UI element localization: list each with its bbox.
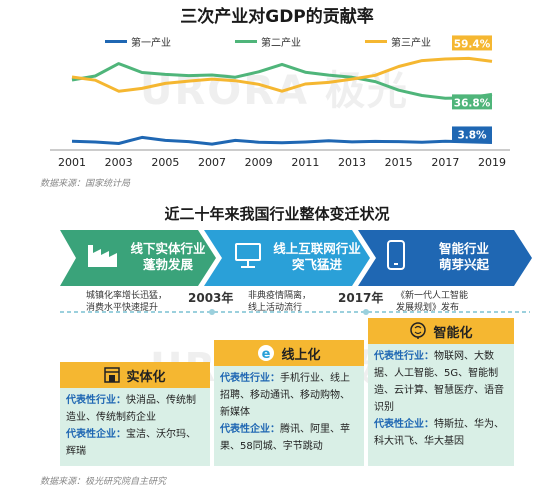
card-physical-header: 实体化 (60, 362, 210, 388)
card-online-header: e 线上化 (214, 340, 364, 366)
section-title: 近二十年来我国行业整体变迁状况 (164, 205, 390, 223)
industry-text: 物联网、大数据、人工智能、5G、智能制造、云计算、智慧医疗、语音识别 (374, 351, 504, 413)
data-label-text: 3.8% (457, 129, 487, 141)
brain-icon (410, 322, 427, 339)
series-line-3 (71, 56, 493, 93)
card-physical-body: 代表性行业：快消品、传统制造业、传统制药企业 代表性企业：宝洁、沃尔玛、辉瑞 (60, 388, 210, 466)
series-line-2 (71, 62, 493, 100)
stage-online-label: 线上互联网行业 突飞猛进 (264, 241, 370, 273)
industry-label: 代表性行业： (220, 373, 280, 384)
company-label: 代表性企业： (66, 429, 126, 440)
data-label-text: 59.4% (454, 38, 491, 50)
stage-intelligent-label: 智能行业 萌芽兴起 (416, 241, 512, 273)
note-line2: 消费水平快速提升 (86, 303, 159, 313)
x-tick-label: 2013 (338, 156, 366, 169)
stage-arrows (60, 230, 532, 286)
data-label: 36.8% (452, 94, 492, 110)
data-label: 59.4% (452, 35, 492, 51)
industry-label: 代表性行业： (374, 351, 434, 362)
year-2017: 2017年 (338, 291, 384, 305)
legend-item-primary: 第一产业 (105, 34, 171, 49)
stage-line2: 突飞猛进 (291, 257, 342, 272)
company-label: 代表性企业： (374, 419, 434, 430)
stage-line1: 线上互联网行业 (273, 241, 361, 256)
ie-browser-icon: e (258, 345, 275, 362)
factory-icon (88, 245, 117, 267)
year-2003: 2003年 (188, 291, 234, 305)
card-intelligent-header: 智能化 (368, 318, 514, 344)
data-label-bg (452, 35, 492, 51)
stage-arrow-intelligent (358, 230, 532, 286)
company-text: 宝洁、沃尔玛、辉瑞 (66, 429, 196, 457)
x-tick-label: 2003 (105, 156, 133, 169)
x-tick-label: 2011 (291, 156, 319, 169)
company-text: 腾讯、阿里、苹果、58同城、字节跳动 (220, 424, 350, 452)
stage-line1: 智能行业 (438, 241, 489, 256)
card-title: 智能化 (433, 325, 473, 341)
section-source: 数据来源：极光研究院自主研究 (40, 477, 167, 487)
company-text: 特斯拉、华为、科大讯飞、华大基因 (374, 419, 504, 447)
company-label: 代表性企业： (220, 424, 280, 435)
stage-line2: 蓬勃发展 (142, 257, 193, 272)
note-line1: 非典疫情隔离， (248, 291, 312, 301)
card-online-body: 代表性行业：手机行业、线上招聘、移动通讯、移动购物、新媒体 代表性企业：腾讯、阿… (214, 366, 364, 466)
note-line1: 《新一代人工智能 (396, 291, 469, 301)
chart-title: 三次产业对GDP的贡献率 (180, 7, 374, 27)
note-ai-plan: 《新一代人工智能 发展规划》发布 (396, 290, 468, 314)
legend-label: 第二产业 (261, 38, 301, 49)
phone-icon (387, 240, 405, 270)
legend-item-tertiary: 第三产业 (365, 34, 431, 49)
x-tick-label: 2007 (198, 156, 226, 169)
note-sars: 非典疫情隔离， 线上活动流行 (248, 290, 311, 314)
legend-swatch (235, 40, 257, 43)
x-tick-label: 2017 (431, 156, 459, 169)
data-label-text: 36.8% (454, 97, 491, 109)
x-tick-label: 2001 (58, 156, 86, 169)
data-label: 3.8% (452, 126, 492, 142)
data-label-bg (452, 126, 492, 142)
legend-swatch (105, 40, 127, 43)
legend-label: 第一产业 (131, 38, 171, 49)
industry-text: 快消品、传统制造业、传统制药企业 (66, 395, 196, 423)
note-line1: 城镇化率增长迅猛， (86, 291, 168, 301)
series-line-1 (71, 135, 493, 146)
legend-swatch (365, 40, 387, 43)
stage-line1: 线下实体行业 (130, 241, 206, 256)
svg-text:e: e (262, 347, 271, 362)
industry-label: 代表性行业： (66, 395, 126, 406)
legend-item-secondary: 第二产业 (235, 34, 301, 49)
industry-text: 手机行业、线上招聘、移动通讯、移动购物、新媒体 (220, 373, 350, 418)
x-tick-label: 2015 (385, 156, 413, 169)
note-urbanization: 城镇化率增长迅猛， 消费水平快速提升 (86, 290, 167, 314)
data-label-bg (452, 94, 492, 110)
chart-source: 数据来源：国家统计局 (40, 179, 131, 189)
x-tick-label: 2005 (151, 156, 179, 169)
stage-offline-label: 线下实体行业 蓬勃发展 (120, 241, 216, 273)
card-intelligent-body: 代表性行业：物联网、大数据、人工智能、5G、智能制造、云计算、智慧医疗、语音识别… (368, 344, 514, 466)
note-line2: 发展规划》发布 (396, 303, 460, 313)
computer-icon (235, 243, 261, 268)
stage-arrow-offline (60, 230, 216, 286)
x-tick-label: 2009 (245, 156, 273, 169)
card-title: 实体化 (126, 369, 166, 385)
timeline (60, 309, 530, 315)
x-tick-label: 2019 (478, 156, 506, 169)
note-line2: 线上活动流行 (248, 303, 303, 313)
stage-line2: 萌芽兴起 (438, 257, 489, 272)
store-icon (104, 367, 121, 383)
legend-label: 第三产业 (391, 38, 431, 49)
line-chart: 2001 2003 2005 2007 2009 2011 2013 2015 2017 2019… (50, 35, 510, 169)
card-title: 线上化 (281, 347, 321, 363)
